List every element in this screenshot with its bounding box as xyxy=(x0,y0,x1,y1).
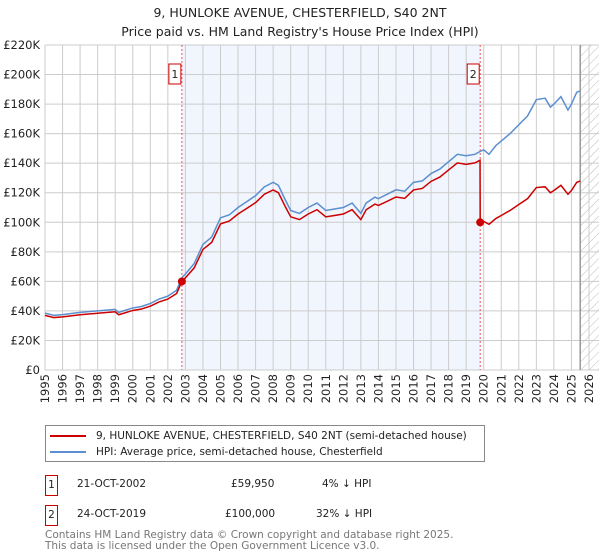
y-tick-label: £120K xyxy=(3,186,40,200)
price-paid-line xyxy=(44,158,581,319)
y-tick-label: £140K xyxy=(3,156,40,170)
footer: Contains HM Land Registry data © Crown c… xyxy=(45,530,453,552)
sale-label: 2 xyxy=(470,68,477,81)
x-tick-label: 2020 xyxy=(477,374,491,403)
sale-point xyxy=(177,277,186,286)
sale-row-1: 1 21-OCT-2002 £59,950 4% ↓ HPI xyxy=(45,475,445,496)
ownership-period-shade xyxy=(181,45,481,370)
sale-date: 21-OCT-2002 xyxy=(77,478,146,490)
legend-label-property: 9, HUNLOKE AVENUE, CHESTERFIELD, S40 2NT… xyxy=(96,430,467,442)
sale-price: £100,000 xyxy=(225,508,276,520)
x-tick-label: 2011 xyxy=(319,374,333,403)
x-tick-label: 2009 xyxy=(284,374,298,403)
x-tick-label: 2005 xyxy=(213,374,227,403)
sale-label-box xyxy=(168,63,182,85)
sale-marker-badge: 1 xyxy=(45,475,58,496)
x-tick-label: 2016 xyxy=(407,374,421,403)
x-tick-label: 2015 xyxy=(389,374,403,403)
sale-date: 24-OCT-2019 xyxy=(77,508,146,520)
x-tick-label: 2024 xyxy=(547,374,561,403)
x-tick-label: 1995 xyxy=(38,374,52,403)
footer-line-1: Contains HM Land Registry data © Crown c… xyxy=(45,529,454,541)
y-tick-label: £200K xyxy=(3,68,40,82)
sale-price: £59,950 xyxy=(231,478,275,490)
x-tick-label: 1998 xyxy=(91,374,105,403)
x-tick-label: 2000 xyxy=(126,374,140,403)
x-tick-label: 2008 xyxy=(266,374,280,403)
x-tick-label: 2017 xyxy=(424,374,438,403)
y-tick-label: £220K xyxy=(3,38,40,52)
x-tick-label: 2021 xyxy=(494,374,508,403)
chart-title: 9, HUNLOKE AVENUE, CHESTERFIELD, S40 2NT xyxy=(153,5,447,20)
x-tick-label: 2013 xyxy=(354,374,368,403)
x-tick-label: 2018 xyxy=(442,374,456,403)
x-tick-label: 1999 xyxy=(108,374,122,403)
legend-swatch-property xyxy=(50,435,86,437)
x-tick-label: 2002 xyxy=(161,374,175,403)
x-tick-label: 2003 xyxy=(178,374,192,403)
sale-hpi-diff: 4% ↓ HPI xyxy=(322,478,372,490)
price-chart: 1995 1996 1997 1998 1999 2000 2001 2002 2003 2004… xyxy=(3,38,599,403)
forecast-hatch xyxy=(580,45,599,370)
legend: 9, HUNLOKE AVENUE, CHESTERFIELD, S40 2NT… xyxy=(45,425,485,462)
x-tick-label: 2012 xyxy=(336,374,350,403)
x-tick-label: 2019 xyxy=(459,374,473,403)
x-tick-label: 2004 xyxy=(196,374,210,403)
x-tick-label: 2025 xyxy=(564,374,578,403)
x-tick-label: 2007 xyxy=(249,374,263,403)
y-tick-label: £20K xyxy=(11,333,41,347)
chart-subtitle: Price paid vs. HM Land Registry's House … xyxy=(121,24,479,39)
hpi-line xyxy=(44,90,581,317)
x-tick-label: 2001 xyxy=(143,374,157,403)
y-tick-label: £40K xyxy=(11,304,41,318)
sale-row-2: 2 24-OCT-2019 £100,000 32% ↓ HPI xyxy=(45,505,445,526)
legend-swatch-hpi xyxy=(50,451,86,453)
x-tick-label: 2026 xyxy=(582,374,596,403)
x-tick-label: 2023 xyxy=(529,374,543,403)
x-tick-label: 1997 xyxy=(73,374,87,403)
sale-hpi-diff: 32% ↓ HPI xyxy=(316,508,373,520)
sale-marker-badge: 2 xyxy=(45,505,58,526)
y-tick-label: £100K xyxy=(3,215,40,229)
sale-point xyxy=(476,218,485,227)
x-tick-label: 2022 xyxy=(512,374,526,403)
footer-line-2: This data is licensed under the Open Gov… xyxy=(45,540,380,552)
x-tick-label: 1996 xyxy=(56,374,70,403)
x-tick-label: 2010 xyxy=(301,374,315,403)
legend-label-hpi: HPI: Average price, semi-detached house,… xyxy=(96,446,383,458)
sale-label: 1 xyxy=(171,68,178,81)
y-tick-label: £60K xyxy=(11,274,41,288)
y-tick-label: £160K xyxy=(3,127,40,141)
y-tick-label: £80K xyxy=(11,245,41,259)
y-tick-label: £180K xyxy=(3,97,40,111)
x-tick-label: 2006 xyxy=(231,374,245,403)
sale-label-box xyxy=(466,63,480,85)
x-tick-label: 2014 xyxy=(371,374,385,403)
y-tick-label: £0 xyxy=(25,363,40,377)
